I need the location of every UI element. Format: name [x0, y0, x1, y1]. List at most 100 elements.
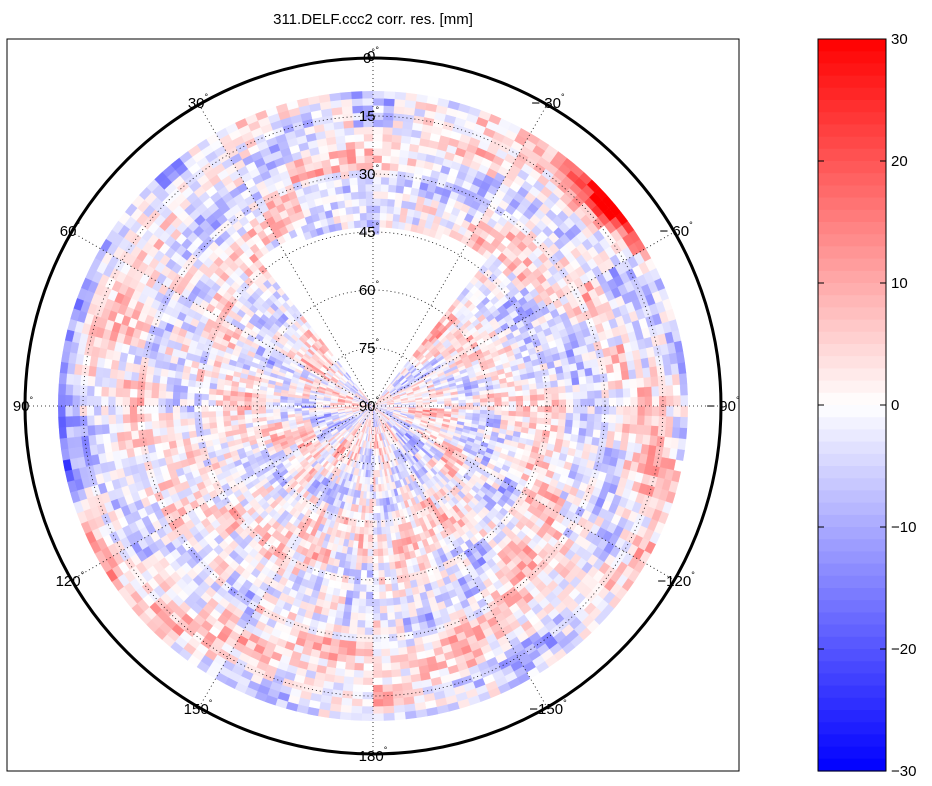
heatmap-cell [528, 422, 537, 430]
heatmap-cell [143, 397, 152, 407]
heatmap-cell [393, 604, 403, 613]
heatmap-cell [557, 418, 567, 427]
heatmap-cell [186, 412, 195, 420]
heatmap-cell [366, 577, 374, 586]
heatmap-cell [351, 598, 360, 607]
heatmap-cell [337, 596, 347, 605]
heatmap-cell [229, 390, 238, 397]
heatmap-cell [388, 177, 398, 186]
heatmap-cell [364, 634, 374, 643]
heatmap-cell [384, 569, 392, 578]
heatmap-cell [500, 414, 509, 421]
heatmap-cell [144, 381, 153, 391]
heatmap-cell [515, 410, 524, 417]
heatmap-cell [158, 383, 167, 392]
heatmap-cell [370, 470, 374, 478]
heatmap-cell [577, 434, 586, 444]
heatmap-cell [550, 386, 559, 394]
heatmap-cell [286, 399, 295, 404]
heatmap-cell [265, 398, 274, 403]
heatmap-cell [401, 193, 411, 202]
heatmap-cell [391, 220, 400, 229]
heatmap-cell [378, 577, 386, 586]
heatmap-cell [334, 617, 344, 627]
heatmap-cell [382, 548, 389, 557]
heatmap-cell [565, 398, 574, 407]
heatmap-cell [579, 390, 588, 399]
heatmap-cell [194, 423, 204, 432]
heatmap-cell [395, 177, 406, 187]
heatmap-cell [529, 411, 538, 418]
heatmap-cell [344, 206, 354, 215]
heatmap-cell [380, 191, 389, 200]
heatmap-cell [493, 414, 502, 420]
heatmap-cell [544, 405, 553, 413]
heatmap-cell [403, 624, 414, 634]
heatmap-cell [591, 365, 601, 376]
heatmap-cell [336, 603, 346, 612]
heatmap-cell [340, 625, 351, 635]
heatmap-cell [358, 605, 367, 614]
heatmap-cell [343, 604, 353, 613]
heatmap-cell [573, 405, 581, 414]
heatmap-cell [379, 205, 388, 214]
heatmap-cell [372, 513, 378, 521]
heatmap-cell [472, 402, 481, 407]
heatmap-cell [397, 221, 406, 230]
heatmap-cell [368, 534, 374, 543]
heatmap-cell [165, 412, 174, 421]
heatmap-cell [379, 598, 388, 607]
heatmap-cell [544, 393, 553, 401]
heatmap-cell [600, 421, 609, 431]
heatmap-cell [359, 591, 367, 600]
heatmap-cell [523, 405, 531, 412]
heatmap-cell [222, 395, 231, 402]
heatmap-cell [385, 212, 394, 222]
heatmap-cell [398, 214, 407, 223]
heatmap-cell [151, 382, 160, 392]
heatmap-cell [465, 405, 474, 410]
heatmap-cell [372, 212, 380, 221]
heatmap-cell [371, 427, 374, 435]
heatmap-cell [385, 590, 394, 600]
heatmap-cell [229, 400, 238, 407]
heatmap-cell [380, 176, 390, 185]
heatmap-cell [501, 396, 510, 402]
heatmap-cell [558, 392, 567, 400]
heatmap-cell [396, 632, 407, 642]
heatmap-cell [222, 410, 231, 417]
heatmap-cell [357, 620, 366, 629]
heatmap-cell [367, 548, 374, 557]
heatmap-cell [472, 409, 481, 414]
heatmap-cell [179, 399, 188, 407]
heatmap-cell [387, 619, 397, 628]
heatmap-cell [354, 569, 362, 578]
heatmap-cell [494, 401, 503, 407]
heatmap-cell [244, 410, 252, 416]
heatmap-cell [348, 177, 358, 186]
heatmap-cell [472, 405, 481, 410]
heatmap-cell [364, 512, 370, 521]
heatmap-cell [458, 402, 467, 407]
heatmap-cell [172, 412, 181, 421]
heatmap-cell [587, 413, 596, 422]
heatmap-cell [515, 400, 524, 407]
heatmap-cell [201, 411, 209, 419]
heatmap-cell [347, 575, 356, 585]
heatmap-cell [152, 428, 161, 438]
heatmap-cell [349, 561, 357, 570]
heatmap-cell [208, 411, 217, 418]
heatmap-cell [222, 390, 231, 397]
heatmap-cell [392, 213, 401, 222]
heatmap-cell [158, 390, 167, 399]
heatmap-cell [537, 405, 546, 413]
heatmap-cell [379, 605, 388, 614]
heatmap-cell [451, 408, 460, 413]
heatmap-cell [358, 198, 367, 207]
heatmap-cell [358, 205, 367, 214]
heatmap-cell [137, 372, 147, 383]
heatmap-cell [137, 429, 147, 440]
heatmap-cell [508, 410, 517, 417]
heatmap-cell [550, 379, 559, 388]
heatmap-cell [543, 417, 552, 425]
